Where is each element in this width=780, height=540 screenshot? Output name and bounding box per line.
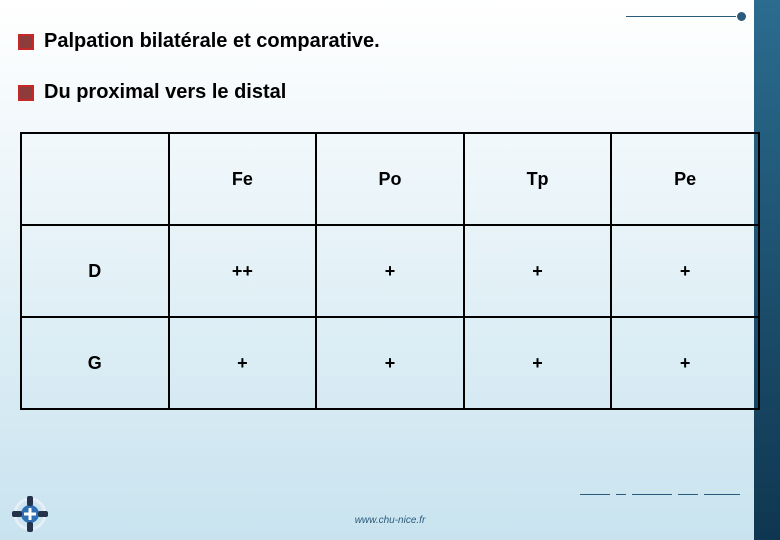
table-header-row: Fe Po Tp Pe — [21, 133, 759, 225]
bullet-text: Palpation bilatérale et comparative. — [44, 30, 380, 53]
bullet-text: Du proximal vers le distal — [44, 81, 286, 104]
table-header-cell: Fe — [169, 133, 317, 225]
table-cell: ++ — [169, 225, 317, 317]
footer-url: www.chu-nice.fr — [0, 515, 780, 526]
table-row: G + + + + — [21, 317, 759, 409]
table-header-cell: Pe — [611, 133, 759, 225]
palpation-table: Fe Po Tp Pe D ++ + + + G + + + + — [20, 132, 760, 410]
bullet-item: Palpation bilatérale et comparative. — [18, 30, 762, 53]
table-cell: + — [316, 317, 464, 409]
table-header-cell: Tp — [464, 133, 612, 225]
table-cell: + — [464, 225, 612, 317]
table-header-cell: Po — [316, 133, 464, 225]
table-cell: + — [611, 317, 759, 409]
bullet-list: Palpation bilatérale et comparative. Du … — [18, 30, 762, 104]
logo-icon — [10, 494, 50, 534]
bullet-icon — [18, 85, 34, 101]
table-cell: + — [316, 225, 464, 317]
table-cell: + — [611, 225, 759, 317]
bullet-icon — [18, 34, 34, 50]
table-cell: D — [21, 225, 169, 317]
table-row: D ++ + + + — [21, 225, 759, 317]
table-cell: + — [169, 317, 317, 409]
bullet-item: Du proximal vers le distal — [18, 81, 762, 104]
bottom-decoration — [580, 494, 740, 496]
table-header-cell — [21, 133, 169, 225]
table-cell: + — [464, 317, 612, 409]
slide: Palpation bilatérale et comparative. Du … — [0, 0, 780, 540]
corner-decoration — [626, 10, 746, 24]
table-cell: G — [21, 317, 169, 409]
